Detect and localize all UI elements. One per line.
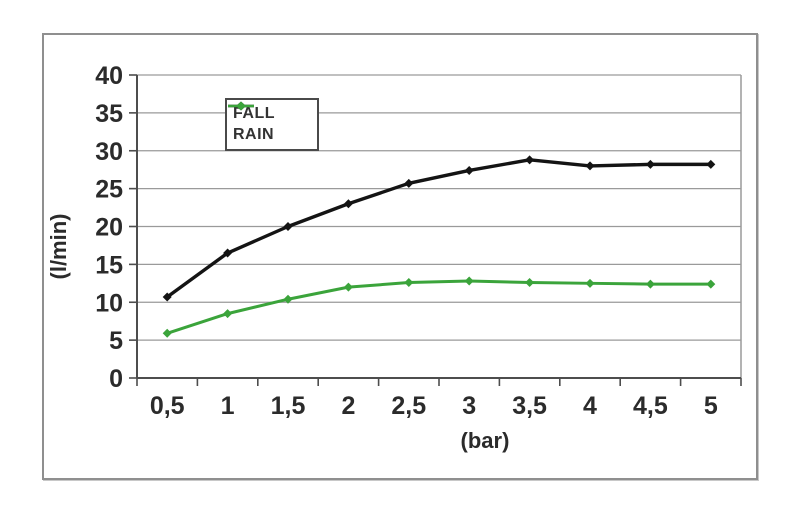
data-point-fall — [585, 161, 595, 171]
line-chart-canvas: 0 5 10 15 20 25 30 35 40 0,5 1 1,5 2 2,5 3 3,5 4 4,5 5 (bar… — [46, 62, 742, 453]
legend-entry-rain: RAIN — [228, 101, 311, 145]
x-tick-label: 2 — [341, 392, 355, 420]
data-point-fall — [525, 155, 535, 165]
y-tick-label: 0 — [109, 365, 123, 393]
data-point-fall — [464, 165, 474, 175]
rain-series-marker-icon — [228, 101, 254, 111]
data-point-fall — [223, 248, 233, 258]
data-point-rain — [283, 294, 293, 304]
data-point-rain — [404, 278, 414, 288]
x-tick-label: 3 — [462, 392, 476, 420]
data-point-rain — [706, 279, 716, 289]
data-point-fall — [404, 178, 414, 188]
x-tick-label: 0,5 — [150, 392, 185, 420]
y-axis-title: (l/min) — [46, 214, 71, 280]
chart-legend: FALL RAIN — [225, 98, 319, 151]
y-tick-label: 20 — [95, 214, 123, 242]
y-tick-label: 25 — [95, 176, 123, 204]
x-tick-label: 1,5 — [271, 392, 306, 420]
data-point-rain — [585, 278, 595, 288]
y-tick-label: 40 — [95, 62, 123, 90]
y-tick-label: 5 — [109, 327, 123, 355]
data-point-rain — [464, 276, 474, 286]
data-point-rain — [162, 328, 172, 338]
legend-label-rain: RAIN — [233, 126, 275, 143]
x-tick-label: 4,5 — [633, 392, 668, 420]
chart-frame: 0 5 10 15 20 25 30 35 40 0,5 1 1,5 2 2,5 3 3,5 4 4,5 5 (bar… — [42, 33, 758, 480]
y-tick-label: 35 — [95, 100, 123, 128]
series-line-rain — [165, 279, 713, 335]
y-tick-label: 10 — [95, 289, 123, 317]
data-point-fall — [283, 222, 293, 231]
data-point-rain — [525, 278, 535, 288]
x-tick-label: 4 — [583, 392, 597, 420]
x-tick-label: 2,5 — [391, 392, 426, 420]
data-point-fall — [343, 199, 353, 209]
y-tick-label: 15 — [95, 251, 123, 279]
data-point-rain — [343, 282, 353, 292]
y-tick-label: 30 — [95, 138, 123, 166]
data-point-rain — [223, 309, 233, 319]
data-point-fall — [162, 292, 172, 302]
data-point-fall — [706, 159, 716, 169]
data-point-rain — [645, 279, 655, 289]
data-point-fall — [645, 159, 655, 169]
legend-label-fall: FALL — [233, 105, 275, 122]
x-tick-label: 1 — [221, 392, 235, 420]
series-line-fall — [165, 158, 713, 299]
x-tick-label: 3,5 — [512, 392, 547, 420]
x-axis-title: (bar) — [461, 428, 510, 453]
x-tick-label: 5 — [704, 392, 718, 420]
